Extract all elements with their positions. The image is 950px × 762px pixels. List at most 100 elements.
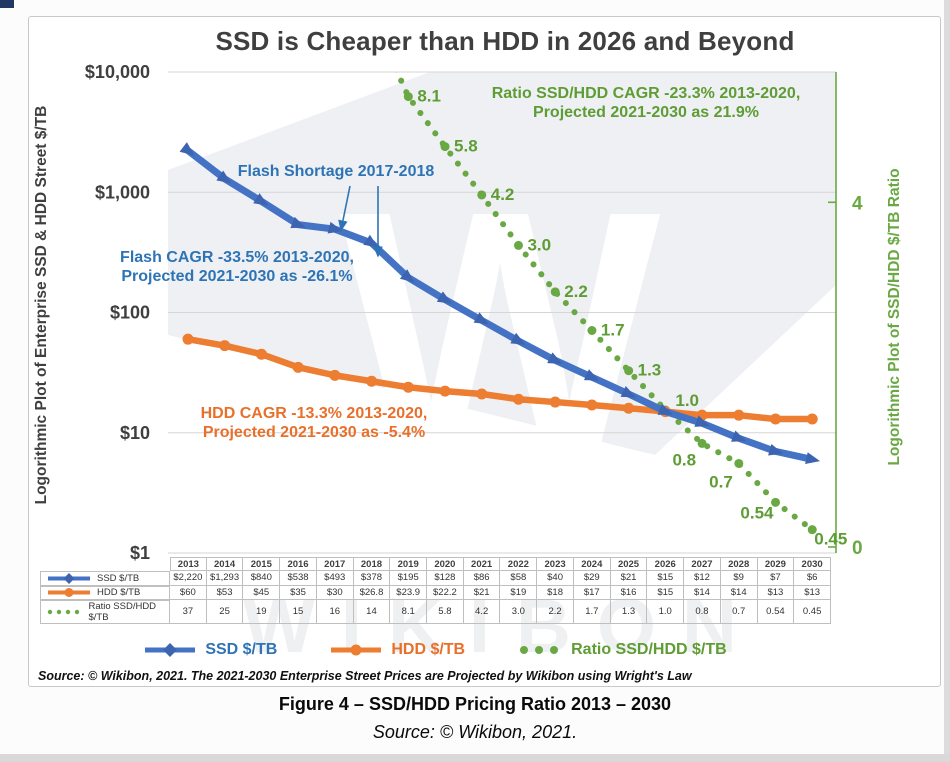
svg-text:0.54: 0.54	[740, 503, 774, 522]
svg-text:0.7: 0.7	[709, 472, 733, 491]
annotation-flash-cagr: Flash CAGR -33.5% 2013-2020, Projected 2…	[97, 248, 377, 286]
ratio-point-labels: 8.1 5.8 4.2 3.0 2.2 1.7 1.3 1.0 0.8 0.7 0.54 0.45	[417, 87, 847, 549]
svg-text:0.45: 0.45	[814, 530, 847, 549]
svg-text:$100: $100	[110, 303, 150, 323]
annotation-ratio-cagr-line2: Projected 2021-2030 as 21.9%	[533, 104, 759, 121]
annotation-flash-shortage: Flash Shortage 2017-2018	[237, 163, 435, 180]
table-value-cell: $2,220	[170, 571, 207, 586]
table-year-header: 2027	[684, 557, 721, 572]
data-table: 2013 2014 2015 2016 2017 2018 2019 2020 2021 2022…	[40, 557, 831, 624]
ssd-line-icon	[48, 572, 90, 584]
legend-label-ssd: SSD $/TB	[205, 641, 278, 658]
table-value-cell: $128	[427, 571, 464, 586]
table-year-header: 2020	[427, 557, 464, 572]
svg-text:0.8: 0.8	[672, 450, 696, 469]
table-value-cell: 16	[316, 599, 354, 624]
table-value-cell: 1.0	[647, 599, 685, 624]
annotation-ratio-cagr-line1: Ratio SSD/HDD CAGR -23.3% 2013-2020,	[491, 85, 801, 102]
table-value-cell: 19	[243, 599, 281, 624]
svg-text:4.2: 4.2	[491, 185, 515, 204]
ratio-dots-icon	[47, 609, 80, 615]
svg-text:$1: $1	[130, 543, 150, 563]
table-value-cell: $60	[170, 585, 207, 600]
corner-mark	[0, 0, 14, 8]
hdd-line-icon	[331, 644, 382, 656]
table-value-cell: $15	[647, 571, 685, 586]
svg-text:1.7: 1.7	[601, 320, 625, 339]
table-value-cell: 1.3	[610, 599, 648, 624]
watermark-band	[168, 72, 836, 455]
svg-text:4: 4	[852, 193, 863, 214]
table-value-cell: 14	[353, 599, 391, 624]
chart-legend: SSD $/TB HDD $/TB Ratio SSD/HDD $/TB	[40, 637, 830, 663]
table-value-cell: 8.1	[390, 599, 428, 624]
hdd-line-icon	[48, 588, 90, 598]
table-value-cell: 3.0	[500, 599, 538, 624]
table-year-header: 2017	[316, 557, 354, 572]
page-right-margin	[944, 0, 950, 762]
table-year-header: 2015	[243, 557, 281, 572]
legend-item-ssd: SSD $/TB	[143, 641, 277, 659]
table-value-cell: 2.2	[537, 599, 574, 624]
table-value-cell: 5.8	[427, 599, 464, 624]
table-value-cell: $14	[720, 585, 758, 600]
table-year-header: 2024	[573, 557, 611, 572]
ratio-dots-icon	[520, 646, 559, 654]
table-year-header: 2019	[390, 557, 428, 572]
source-note: Source: © Wikibon, 2021. The 2021-2030 E…	[38, 669, 692, 683]
gridlines	[168, 71, 836, 554]
figure-caption: Figure 4 – SSD/HDD Pricing Ratio 2013 – …	[278, 694, 672, 714]
table-value-cell: 15	[280, 599, 317, 624]
table-value-cell: 25	[206, 599, 244, 624]
table-value-cell: 0.45	[794, 599, 831, 624]
right-axis-title: Logorithmic Plot of SSD/HDD $/TB Ratio	[886, 168, 903, 466]
legend-item-hdd: HDD $/TB	[329, 641, 465, 659]
table-value-cell: $40	[537, 571, 574, 586]
table-value-cell: 4.2	[463, 599, 501, 624]
annotation-hdd-cagr: HDD CAGR -13.3% 2013-2020, Projected 202…	[174, 404, 454, 442]
left-axis-title: Logorithmic Plot of Enterprise SSD & HDD…	[33, 105, 50, 505]
right-axis: 40	[828, 72, 863, 559]
table-value-cell: $15	[647, 585, 685, 600]
table-year-header: 2013	[170, 557, 207, 572]
table-series-label-ssd: SSD $/TB	[40, 571, 170, 586]
table-value-cell: $26.8	[353, 585, 391, 600]
table-value-cell: $53	[206, 585, 244, 600]
table-value-cell: $538	[280, 571, 317, 586]
table-value-cell: $6	[794, 571, 831, 586]
table-value-cell: $9	[720, 571, 758, 586]
table-series-label-hdd: HDD $/TB	[40, 585, 170, 600]
table-value-cell: 0.8	[684, 599, 721, 624]
table-value-cell: $7	[757, 571, 795, 586]
ratio-series	[394, 72, 817, 535]
table-value-cell: $23.9	[390, 585, 428, 600]
table-year-header: 2026	[647, 557, 685, 572]
table-value-cell: 37	[170, 599, 207, 624]
table-value-cell: 0.54	[757, 599, 795, 624]
table-value-cell: $21	[610, 571, 648, 586]
svg-text:$1,000: $1,000	[95, 182, 150, 202]
table-value-cell: $840	[243, 571, 281, 586]
table-year-header: 2030	[794, 557, 831, 572]
table-year-header: 2022	[500, 557, 538, 572]
page-bottom-margin	[0, 754, 950, 762]
watermark-text: WIKIBON	[243, 584, 763, 669]
ssd-line-icon	[145, 643, 196, 657]
legend-item-ratio: Ratio SSD/HDD $/TB	[517, 641, 727, 659]
table-value-cell: $195	[390, 571, 428, 586]
table-value-cell: $29	[573, 571, 611, 586]
svg-text:0: 0	[852, 538, 863, 559]
annotation-hdd-cagr-line1: HDD CAGR -13.3% 2013-2020,	[200, 405, 428, 422]
table-value-cell: $30	[316, 585, 354, 600]
table-value-cell: 1.7	[573, 599, 611, 624]
table-value-cell: $18	[537, 585, 574, 600]
table-year-header: 2023	[537, 557, 574, 572]
table-value-cell: $19	[500, 585, 538, 600]
table-value-cell: $35	[280, 585, 317, 600]
table-value-cell: 0.7	[720, 599, 758, 624]
table-value-cell: $378	[353, 571, 391, 586]
ssd-series	[179, 142, 821, 465]
svg-text:8.1: 8.1	[417, 87, 441, 106]
svg-text:3.0: 3.0	[527, 235, 551, 254]
